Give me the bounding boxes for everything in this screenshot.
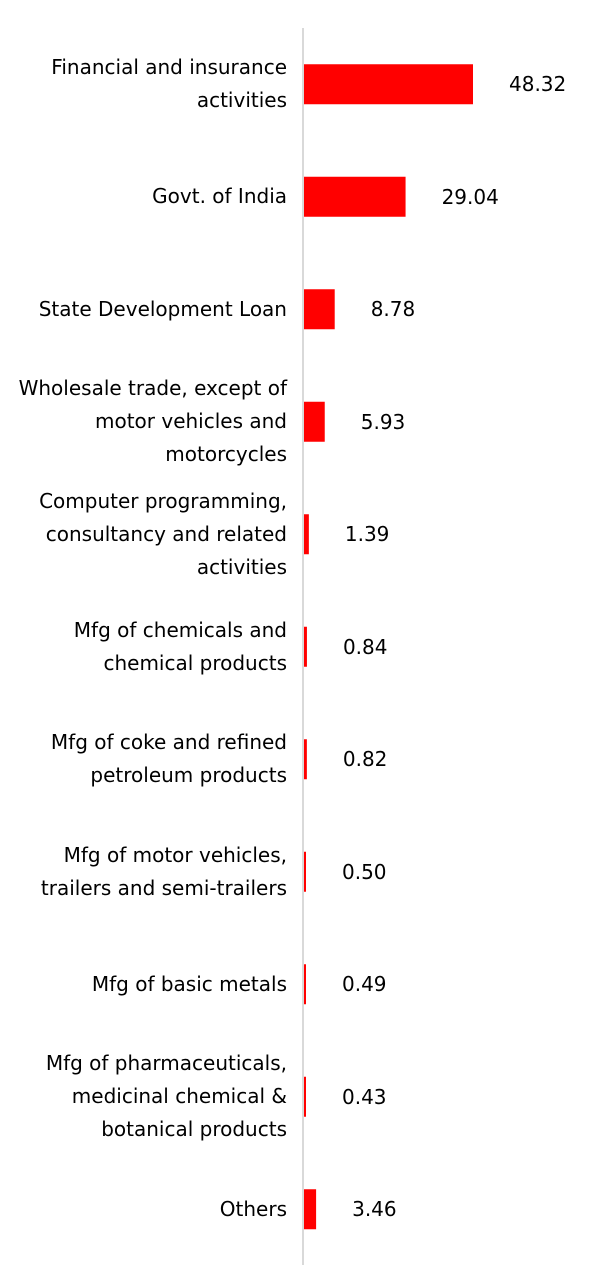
bar — [304, 514, 309, 555]
data-label: 0.43 — [342, 1084, 387, 1109]
data-label: 29.04 — [441, 184, 499, 209]
category-label: Wholesale trade, except of motor vehicle… — [18, 376, 287, 467]
data-label: 0.82 — [342, 747, 388, 772]
category-label: Mfg of chemicals and chemical products — [73, 617, 287, 675]
category-label: Computer programming, consultancy and re… — [39, 488, 287, 579]
data-label: 8.78 — [370, 297, 416, 322]
data-label: 0.50 — [342, 859, 387, 884]
bar — [304, 851, 306, 892]
bar — [304, 1189, 317, 1230]
data-label: 0.84 — [342, 634, 388, 659]
data-label: 0.49 — [342, 972, 387, 997]
bar — [304, 1076, 306, 1117]
category-label: Mfg of basic metals — [91, 971, 287, 996]
data-label: 5.93 — [360, 409, 406, 434]
category-label: Mfg of pharmaceuticals, medicinal chemic… — [45, 1051, 287, 1142]
bar — [304, 626, 307, 667]
bar — [304, 289, 335, 330]
data-label: 3.46 — [352, 1197, 397, 1222]
category-label: Mfg of coke and refined petroleum produc… — [50, 730, 287, 788]
bar — [304, 964, 306, 1005]
category-label: State Development Loan — [38, 296, 287, 321]
category-label: Mfg of motor vehicles, trailers and semi… — [40, 842, 287, 900]
bar — [304, 64, 473, 105]
data-label: 48.32 — [509, 72, 567, 97]
category-label: Govt. of India — [152, 184, 287, 209]
data-label: 1.39 — [344, 522, 390, 547]
category-label: Financial and insurance activities — [51, 55, 287, 113]
bar — [304, 739, 307, 780]
bar — [304, 176, 406, 217]
bar — [304, 401, 325, 442]
category-label: Others — [219, 1196, 287, 1221]
